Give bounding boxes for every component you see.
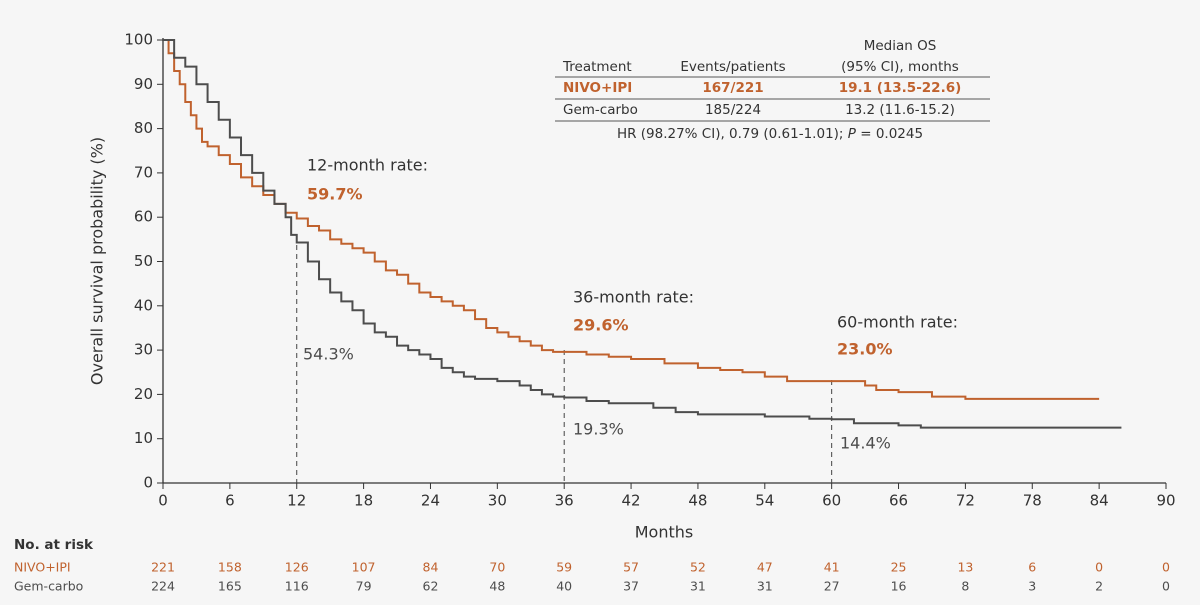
risk-value: 0 <box>1162 579 1170 594</box>
risk-value: 13 <box>957 560 973 575</box>
y-tick-label: 90 <box>134 75 153 93</box>
landmark-lower: 14.4% <box>840 434 891 453</box>
risk-value: 16 <box>891 579 907 594</box>
risk-value: 107 <box>352 560 376 575</box>
x-tick-label: 66 <box>889 492 908 510</box>
landmark-upper: 23.0% <box>837 340 893 359</box>
risk-value: 37 <box>623 579 639 594</box>
risk-value: 221 <box>151 560 175 575</box>
table-cell: 167/221 <box>702 80 763 96</box>
landmark-title: 12-month rate: <box>307 156 428 175</box>
risk-value: 3 <box>1028 579 1036 594</box>
y-tick-label: 40 <box>134 296 153 314</box>
landmark-lower: 19.3% <box>573 420 624 439</box>
y-axis-label: Overall survival probability (%) <box>88 137 107 385</box>
x-tick-label: 72 <box>956 492 975 510</box>
risk-value: 57 <box>623 560 639 575</box>
table-cell: NIVO+IPI <box>563 80 632 96</box>
x-tick-label: 36 <box>555 492 574 510</box>
table-header: (95% CI), months <box>841 59 959 75</box>
x-tick-label: 90 <box>1156 492 1175 510</box>
risk-value: 0 <box>1162 560 1170 575</box>
x-tick-label: 24 <box>421 492 440 510</box>
risk-value: 48 <box>489 579 505 594</box>
table-header: Treatment <box>562 59 632 75</box>
landmark-title: 60-month rate: <box>837 313 958 332</box>
risk-value: 158 <box>218 560 242 575</box>
table-cell: 19.1 (13.5-22.6) <box>839 80 962 96</box>
y-tick-label: 100 <box>124 31 153 49</box>
table-header: Median OS <box>864 38 937 54</box>
landmark-lower: 54.3% <box>303 345 354 364</box>
risk-value: 0 <box>1095 560 1103 575</box>
survival-curve <box>163 39 1122 429</box>
risk-value: 224 <box>151 579 175 594</box>
risk-value: 31 <box>757 579 773 594</box>
risk-value: 6 <box>1028 560 1036 575</box>
x-tick-label: 78 <box>1023 492 1042 510</box>
y-tick-label: 10 <box>134 429 153 447</box>
risk-value: 59 <box>556 560 572 575</box>
risk-value: 70 <box>489 560 505 575</box>
risk-value: 47 <box>757 560 773 575</box>
risk-value: 165 <box>218 579 242 594</box>
risk-table-title: No. at risk <box>14 537 94 553</box>
risk-value: 116 <box>285 579 309 594</box>
risk-value: 27 <box>824 579 840 594</box>
table-cell: Gem-carbo <box>563 102 638 118</box>
table-footnote: HR (98.27% CI), 0.79 (0.61-1.01); P = 0.… <box>617 126 923 142</box>
table-cell: 185/224 <box>705 102 761 118</box>
risk-value: 2 <box>1095 579 1103 594</box>
risk-value: 8 <box>961 579 969 594</box>
x-axis-label: Months <box>635 523 693 542</box>
footnote-part: HR (98.27% CI), 0.79 (0.61-1.01); <box>617 126 848 142</box>
x-tick-label: 54 <box>755 492 774 510</box>
risk-value: 25 <box>891 560 907 575</box>
y-tick-label: 80 <box>134 119 153 137</box>
risk-row-name: NIVO+IPI <box>14 560 71 575</box>
y-tick-label: 60 <box>134 208 153 226</box>
x-tick-label: 30 <box>488 492 507 510</box>
x-tick-label: 42 <box>622 492 641 510</box>
y-tick-label: 50 <box>134 252 153 270</box>
survival-curve <box>163 39 1100 400</box>
x-tick-label: 84 <box>1090 492 1109 510</box>
y-tick-label: 0 <box>143 474 153 492</box>
table-cell: 13.2 (11.6-15.2) <box>845 102 955 118</box>
risk-row-name: Gem-carbo <box>14 579 83 594</box>
x-tick-label: 6 <box>225 492 235 510</box>
landmark-title: 36-month rate: <box>573 288 694 307</box>
footnote-part: P <box>848 126 857 142</box>
x-tick-label: 0 <box>158 492 168 510</box>
x-tick-label: 60 <box>822 492 841 510</box>
y-tick-label: 70 <box>134 163 153 181</box>
x-tick-label: 12 <box>287 492 306 510</box>
landmark-upper: 59.7% <box>307 185 363 204</box>
landmark-upper: 29.6% <box>573 316 629 335</box>
risk-value: 84 <box>423 560 439 575</box>
risk-value: 41 <box>824 560 840 575</box>
risk-value: 79 <box>356 579 372 594</box>
x-tick-label: 18 <box>354 492 373 510</box>
y-tick-label: 20 <box>134 385 153 403</box>
risk-value: 40 <box>556 579 572 594</box>
table-header: Events/patients <box>680 59 785 75</box>
risk-value: 52 <box>690 560 706 575</box>
footnote-part: = 0.0245 <box>856 126 923 142</box>
y-tick-label: 30 <box>134 341 153 359</box>
risk-value: 31 <box>690 579 706 594</box>
x-tick-label: 48 <box>688 492 707 510</box>
risk-value: 126 <box>285 560 309 575</box>
risk-value: 62 <box>423 579 439 594</box>
